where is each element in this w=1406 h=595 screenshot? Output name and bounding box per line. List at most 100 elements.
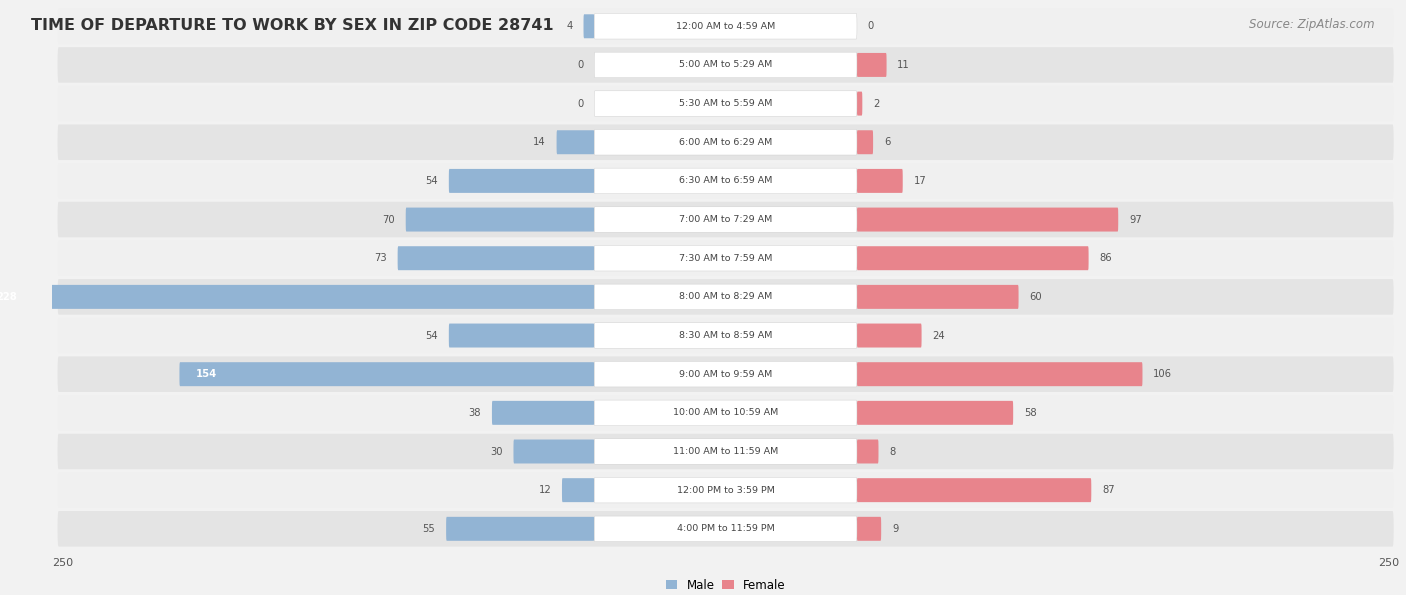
Text: 6: 6 — [884, 137, 890, 147]
Text: 228: 228 — [0, 292, 17, 302]
FancyBboxPatch shape — [595, 168, 856, 193]
FancyBboxPatch shape — [449, 169, 595, 193]
FancyBboxPatch shape — [595, 400, 856, 425]
FancyBboxPatch shape — [595, 284, 856, 309]
Text: 55: 55 — [423, 524, 436, 534]
Text: 0: 0 — [868, 21, 875, 32]
Text: 54: 54 — [426, 331, 439, 340]
Text: 70: 70 — [382, 215, 395, 224]
FancyBboxPatch shape — [513, 440, 595, 464]
FancyBboxPatch shape — [595, 439, 856, 464]
Text: 86: 86 — [1099, 253, 1112, 263]
FancyBboxPatch shape — [58, 434, 1393, 469]
Text: 154: 154 — [195, 369, 217, 379]
Text: 12: 12 — [538, 485, 551, 495]
Text: Source: ZipAtlas.com: Source: ZipAtlas.com — [1250, 18, 1375, 31]
FancyBboxPatch shape — [856, 208, 1118, 231]
FancyBboxPatch shape — [562, 478, 595, 502]
Text: 5:00 AM to 5:29 AM: 5:00 AM to 5:29 AM — [679, 61, 772, 70]
FancyBboxPatch shape — [58, 163, 1393, 199]
Text: 12:00 AM to 4:59 AM: 12:00 AM to 4:59 AM — [676, 22, 775, 31]
Text: 60: 60 — [1029, 292, 1042, 302]
FancyBboxPatch shape — [58, 318, 1393, 353]
FancyBboxPatch shape — [446, 517, 595, 541]
FancyBboxPatch shape — [58, 356, 1393, 392]
FancyBboxPatch shape — [595, 246, 856, 271]
FancyBboxPatch shape — [492, 401, 595, 425]
Text: 6:00 AM to 6:29 AM: 6:00 AM to 6:29 AM — [679, 138, 772, 147]
FancyBboxPatch shape — [398, 246, 595, 270]
Legend: Male, Female: Male, Female — [661, 574, 790, 595]
Text: 24: 24 — [932, 331, 945, 340]
FancyBboxPatch shape — [595, 130, 856, 155]
FancyBboxPatch shape — [58, 240, 1393, 276]
Text: TIME OF DEPARTURE TO WORK BY SEX IN ZIP CODE 28741: TIME OF DEPARTURE TO WORK BY SEX IN ZIP … — [31, 18, 554, 33]
Text: 14: 14 — [533, 137, 546, 147]
FancyBboxPatch shape — [0, 285, 595, 309]
Text: 2: 2 — [873, 99, 880, 108]
FancyBboxPatch shape — [856, 53, 887, 77]
Text: 87: 87 — [1102, 485, 1115, 495]
Text: 54: 54 — [426, 176, 439, 186]
Text: 7:00 AM to 7:29 AM: 7:00 AM to 7:29 AM — [679, 215, 772, 224]
Text: 8:00 AM to 8:29 AM: 8:00 AM to 8:29 AM — [679, 292, 772, 302]
FancyBboxPatch shape — [595, 477, 856, 503]
Text: 106: 106 — [1153, 369, 1173, 379]
Text: 10:00 AM to 10:59 AM: 10:00 AM to 10:59 AM — [673, 408, 779, 417]
FancyBboxPatch shape — [856, 440, 879, 464]
FancyBboxPatch shape — [856, 246, 1088, 270]
Text: 6:30 AM to 6:59 AM: 6:30 AM to 6:59 AM — [679, 176, 772, 186]
FancyBboxPatch shape — [856, 169, 903, 193]
Text: 4:00 PM to 11:59 PM: 4:00 PM to 11:59 PM — [676, 524, 775, 533]
Text: 9: 9 — [891, 524, 898, 534]
FancyBboxPatch shape — [856, 478, 1091, 502]
FancyBboxPatch shape — [58, 202, 1393, 237]
FancyBboxPatch shape — [58, 511, 1393, 547]
FancyBboxPatch shape — [58, 279, 1393, 315]
FancyBboxPatch shape — [856, 517, 882, 541]
FancyBboxPatch shape — [180, 362, 595, 386]
Text: 11: 11 — [897, 60, 910, 70]
FancyBboxPatch shape — [856, 324, 921, 347]
FancyBboxPatch shape — [595, 52, 856, 78]
FancyBboxPatch shape — [595, 516, 856, 541]
Text: 38: 38 — [468, 408, 481, 418]
Text: 0: 0 — [578, 60, 583, 70]
Text: 8:30 AM to 8:59 AM: 8:30 AM to 8:59 AM — [679, 331, 772, 340]
Text: 8: 8 — [889, 446, 896, 456]
Text: 58: 58 — [1024, 408, 1036, 418]
FancyBboxPatch shape — [58, 86, 1393, 121]
Text: 7:30 AM to 7:59 AM: 7:30 AM to 7:59 AM — [679, 253, 772, 263]
FancyBboxPatch shape — [856, 285, 1018, 309]
Text: 0: 0 — [578, 99, 583, 108]
FancyBboxPatch shape — [449, 324, 595, 347]
Text: 97: 97 — [1129, 215, 1142, 224]
Text: 5:30 AM to 5:59 AM: 5:30 AM to 5:59 AM — [679, 99, 772, 108]
FancyBboxPatch shape — [595, 322, 856, 348]
FancyBboxPatch shape — [58, 47, 1393, 83]
FancyBboxPatch shape — [557, 130, 595, 154]
FancyBboxPatch shape — [856, 92, 862, 115]
FancyBboxPatch shape — [58, 8, 1393, 44]
FancyBboxPatch shape — [856, 362, 1143, 386]
FancyBboxPatch shape — [58, 395, 1393, 431]
Text: 4: 4 — [567, 21, 572, 32]
Text: 73: 73 — [374, 253, 387, 263]
FancyBboxPatch shape — [583, 14, 595, 38]
FancyBboxPatch shape — [406, 208, 595, 231]
FancyBboxPatch shape — [58, 124, 1393, 160]
Text: 30: 30 — [491, 446, 503, 456]
Text: 9:00 AM to 9:59 AM: 9:00 AM to 9:59 AM — [679, 369, 772, 378]
FancyBboxPatch shape — [595, 361, 856, 387]
Text: 11:00 AM to 11:59 AM: 11:00 AM to 11:59 AM — [673, 447, 779, 456]
Text: 12:00 PM to 3:59 PM: 12:00 PM to 3:59 PM — [676, 486, 775, 494]
Text: 17: 17 — [914, 176, 927, 186]
FancyBboxPatch shape — [856, 130, 873, 154]
Text: 250: 250 — [1378, 558, 1399, 568]
FancyBboxPatch shape — [856, 401, 1014, 425]
FancyBboxPatch shape — [58, 472, 1393, 508]
Text: 250: 250 — [52, 558, 73, 568]
FancyBboxPatch shape — [595, 91, 856, 117]
FancyBboxPatch shape — [595, 207, 856, 232]
FancyBboxPatch shape — [595, 14, 856, 39]
